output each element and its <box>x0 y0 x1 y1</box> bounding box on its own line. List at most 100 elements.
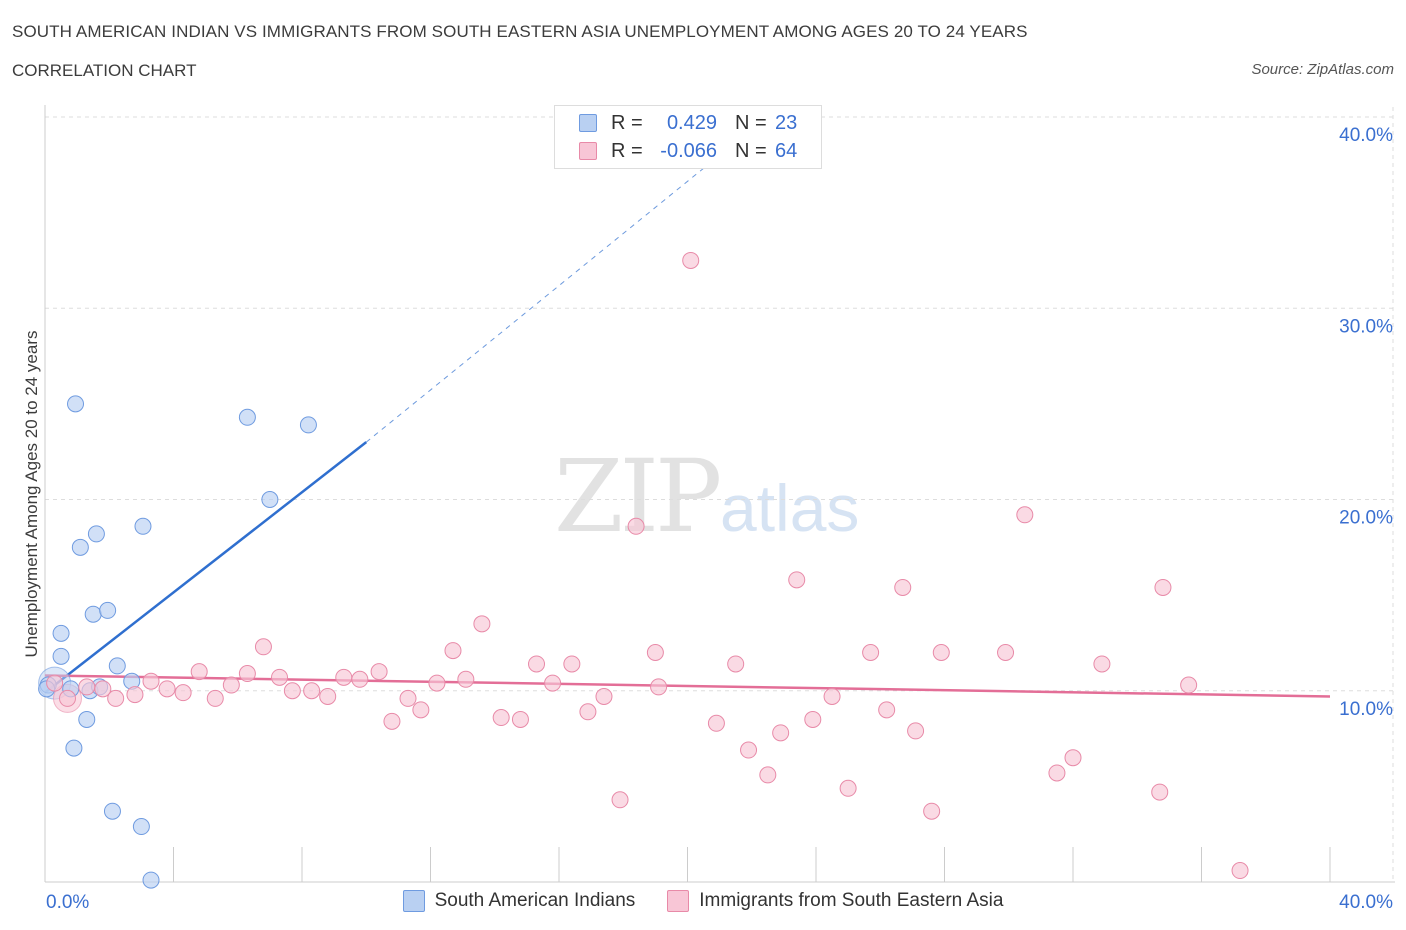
data-point-immigrant-se-asia <box>335 668 353 686</box>
data-point-immigrant-se-asia <box>894 578 912 596</box>
data-point-immigrant-se-asia <box>707 714 725 732</box>
data-point-immigrant-se-asia <box>142 672 160 690</box>
data-point-immigrant-se-asia <box>351 670 369 688</box>
data-point-immigrant-se-asia <box>727 655 745 673</box>
watermark-zip: ZIP <box>554 438 722 555</box>
data-point-immigrant-se-asia <box>383 712 401 730</box>
n-label: N = <box>735 139 767 162</box>
legend-item-immigrants-se-asia[interactable]: Immigrants from South Eastern Asia <box>667 890 1003 912</box>
trend-line-south-american-indians <box>44 441 368 694</box>
data-point-immigrant-se-asia <box>271 668 289 686</box>
data-point-south-american-indian <box>299 416 317 434</box>
data-point-immigrant-se-asia <box>206 689 224 707</box>
data-point-immigrant-se-asia <box>319 687 337 705</box>
data-point-immigrant-se-asia <box>444 642 462 660</box>
watermark-atlas: atlas <box>720 471 860 545</box>
data-point-immigrant-se-asia <box>595 687 613 705</box>
n-value: 64 <box>775 139 798 162</box>
data-point-immigrant-se-asia <box>1064 749 1082 767</box>
r-value: 0.429 <box>666 111 717 134</box>
y-tick-label: 30.0% <box>1339 316 1393 337</box>
grid-lines <box>45 107 1395 882</box>
legend-label: South American Indians <box>434 890 636 911</box>
data-point-south-american-indian <box>84 605 102 623</box>
data-point-south-american-indian <box>238 408 256 426</box>
legend-item-south-american-indians[interactable]: South American Indians <box>402 890 636 912</box>
data-point-immigrant-se-asia <box>190 663 208 681</box>
data-point-immigrant-se-asia <box>222 676 240 694</box>
data-point-immigrant-se-asia <box>126 686 144 704</box>
data-point-immigrant-se-asia <box>907 722 925 740</box>
data-point-immigrant-se-asia <box>627 517 645 535</box>
y-tick-label: 10.0% <box>1339 699 1393 720</box>
trend-line-immigrants-se-asia <box>44 674 1331 698</box>
data-point-immigrant-se-asia <box>107 689 125 707</box>
data-point-immigrant-se-asia <box>579 703 597 721</box>
data-point-south-american-indian <box>52 647 70 665</box>
legend-row-immigrants-se-asia: R = -0.066 N = 64 <box>579 139 797 163</box>
data-point-immigrant-se-asia <box>923 802 941 820</box>
data-point-south-american-indian <box>87 525 105 543</box>
data-point-immigrant-se-asia <box>563 655 581 673</box>
correlation-legend: R = 0.429 N = 23 R = -0.066 N = 64 <box>554 105 822 169</box>
data-point-immigrant-se-asia <box>1231 862 1249 880</box>
data-points <box>38 251 1249 889</box>
data-point-south-american-indian <box>65 739 83 757</box>
data-point-immigrant-se-asia <box>254 638 272 656</box>
r-label: R = <box>611 111 643 134</box>
chart-subtitle: CORRELATION CHART <box>12 61 197 80</box>
data-point-immigrant-se-asia <box>544 674 562 692</box>
data-point-immigrant-se-asia <box>646 644 664 661</box>
series-legend: South American Indians Immigrants from S… <box>0 890 1406 912</box>
data-point-immigrant-se-asia <box>370 663 388 681</box>
y-axis-label: Unemployment Among Ages 20 to 24 years <box>22 330 41 658</box>
data-point-immigrant-se-asia <box>511 710 529 728</box>
data-point-immigrant-se-asia <box>428 674 446 692</box>
source-label: Source: ZipAtlas.com <box>1251 61 1394 78</box>
pink-swatch-icon <box>667 890 690 912</box>
data-point-south-american-indian <box>134 517 152 535</box>
data-point-immigrant-se-asia <box>611 791 629 809</box>
n-label: N = <box>735 111 767 134</box>
data-point-immigrant-se-asia <box>78 678 96 696</box>
tick-labels: 10.0% 20.0% 30.0% 40.0% 0.0% 40.0% <box>46 125 1393 913</box>
data-point-immigrant-se-asia <box>1016 506 1034 524</box>
data-point-immigrant-se-asia <box>1093 655 1111 673</box>
data-point-south-american-indian <box>71 538 89 556</box>
data-point-immigrant-se-asia <box>1048 764 1066 782</box>
blue-swatch-icon <box>579 114 597 132</box>
data-point-south-american-indian <box>103 802 121 820</box>
data-point-immigrant-se-asia <box>650 678 668 696</box>
data-point-immigrant-se-asia <box>932 644 950 661</box>
data-point-south-american-indian <box>67 395 85 413</box>
data-point-immigrant-se-asia <box>839 779 857 797</box>
x-tick-label: 0.0% <box>46 892 89 913</box>
data-point-immigrant-se-asia <box>823 687 841 705</box>
data-point-immigrant-se-asia <box>238 665 256 683</box>
data-point-immigrant-se-asia <box>412 701 430 719</box>
data-point-immigrant-se-asia <box>174 684 192 702</box>
data-point-immigrant-se-asia <box>759 766 777 784</box>
data-point-south-american-indian <box>261 491 279 508</box>
data-point-immigrant-se-asia <box>804 710 822 728</box>
data-point-immigrant-se-asia <box>94 680 112 698</box>
data-point-south-american-indian <box>78 710 96 728</box>
axes <box>44 105 1395 883</box>
chart-title: SOUTH AMERICAN INDIAN VS IMMIGRANTS FROM… <box>12 22 1028 41</box>
data-point-immigrant-se-asia <box>772 724 790 742</box>
blue-swatch-icon <box>402 890 425 912</box>
legend-row-south-american-indians: R = 0.429 N = 23 <box>579 111 797 135</box>
data-point-immigrant-se-asia <box>528 655 546 673</box>
data-point-immigrant-se-asia <box>878 701 896 719</box>
legend-label: Immigrants from South Eastern Asia <box>699 890 1004 911</box>
trend-extension-south-american-indians <box>365 154 720 443</box>
data-point-immigrant-se-asia <box>740 741 758 759</box>
data-point-immigrant-se-asia <box>1151 783 1169 801</box>
data-point-south-american-indian <box>99 601 117 619</box>
data-point-immigrant-se-asia <box>1180 676 1198 694</box>
data-point-south-american-indian <box>142 871 160 889</box>
data-point-immigrant-se-asia <box>457 670 475 688</box>
x-tick-label: 40.0% <box>1339 892 1393 913</box>
data-point-south-american-indian <box>108 657 126 675</box>
